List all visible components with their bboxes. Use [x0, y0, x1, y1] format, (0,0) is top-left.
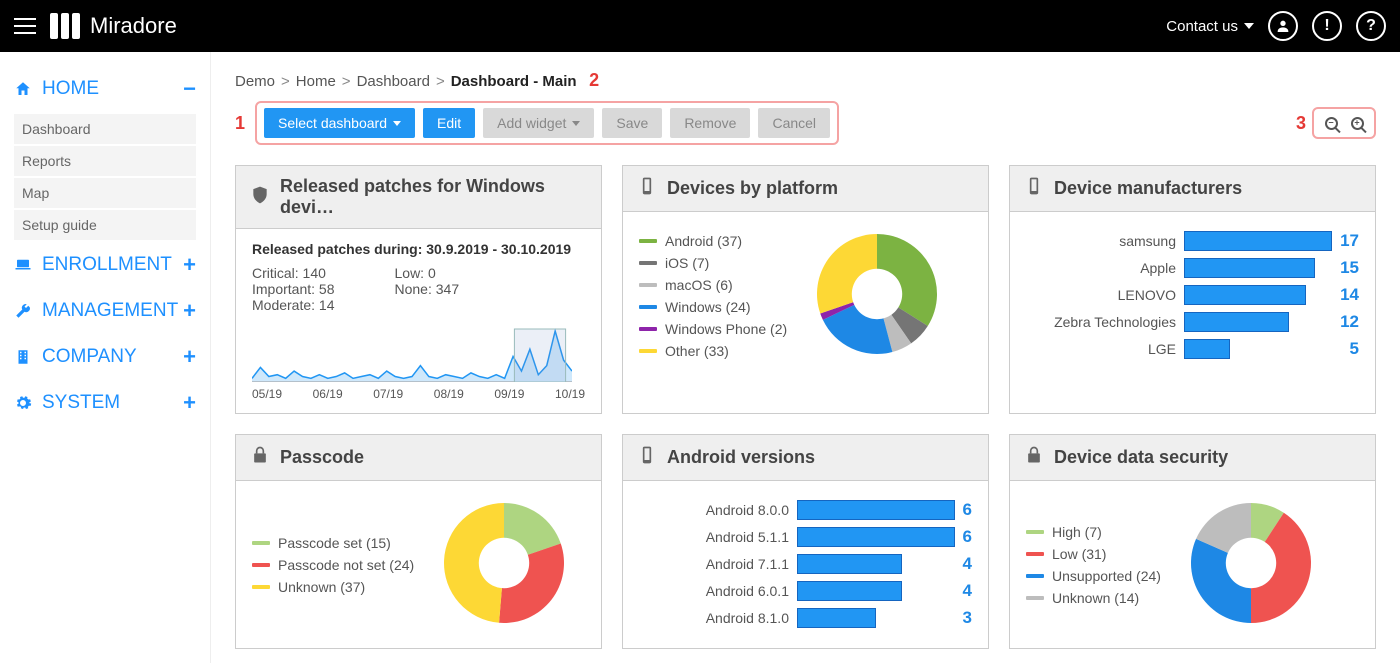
legend-item: iOS (7) — [639, 252, 787, 274]
zoom-controls: − + — [1312, 107, 1376, 139]
legend-item: Unknown (37) — [252, 576, 414, 598]
card-title: Device data security — [1054, 447, 1228, 468]
bar-row: Android 5.1.16 — [639, 527, 972, 547]
breadcrumb: Demo>Home>Dashboard>Dashboard - Main 2 — [235, 66, 1376, 101]
alert-icon[interactable]: ! — [1312, 11, 1342, 41]
caret-down-icon — [572, 121, 580, 126]
card-header: Devices by platform — [623, 166, 988, 212]
donut-chart — [434, 493, 574, 636]
lock-icon — [250, 445, 270, 470]
help-icon[interactable]: ? — [1356, 11, 1386, 41]
bar-row: LENOVO14 — [1026, 285, 1359, 305]
card-passcode: Passcode Passcode set (15)Passcode not se… — [235, 434, 602, 649]
card-android: Android versions Android 8.0.06 Android 5.… — [622, 434, 989, 649]
crumb[interactable]: Demo — [235, 73, 275, 90]
contact-dropdown[interactable]: Contact us — [1166, 18, 1254, 35]
crumb[interactable]: Dashboard — [357, 73, 430, 90]
legend-item: Low (31) — [1026, 543, 1161, 565]
card-header: Device data security — [1010, 435, 1375, 481]
brand: Miradore — [50, 13, 177, 39]
nav-item-dashboard[interactable]: Dashboard — [14, 114, 196, 144]
nav-company[interactable]: COMPANY+ — [14, 334, 196, 380]
sidebar: HOME−DashboardReportsMapSetup guideENROL… — [0, 52, 210, 663]
add-widget-button[interactable]: Add widget — [483, 108, 594, 138]
bar-row: Android 8.1.03 — [639, 608, 972, 628]
card-title: Android versions — [667, 447, 815, 468]
phone-icon — [637, 445, 657, 470]
bar-row: Android 8.0.06 — [639, 500, 972, 520]
main-content: Demo>Home>Dashboard>Dashboard - Main 2 1… — [210, 52, 1400, 663]
brand-text: Miradore — [90, 13, 177, 39]
select-dashboard-button[interactable]: Select dashboard — [264, 108, 415, 138]
cancel-button[interactable]: Cancel — [758, 108, 830, 138]
nav-item-reports[interactable]: Reports — [14, 146, 196, 176]
dashboard-toolbar: Select dashboard Edit Add widget Save Re… — [255, 101, 839, 145]
card-security: Device data security High (7)Low (31)Unsu… — [1009, 434, 1376, 649]
annotation-1: 1 — [235, 113, 245, 134]
card-manufacturers: Device manufacturers samsung17 Apple15 LENO… — [1009, 165, 1376, 414]
bar-row: Apple15 — [1026, 258, 1359, 278]
annotation-3: 3 — [1296, 113, 1306, 134]
legend-item: High (7) — [1026, 521, 1161, 543]
zoom-in-button[interactable]: + — [1346, 112, 1368, 134]
card-platform: Devices by platform Android (37)iOS (7)ma… — [622, 165, 989, 414]
legend-item: Windows (24) — [639, 296, 787, 318]
phone-icon — [1024, 176, 1044, 201]
edit-button[interactable]: Edit — [423, 108, 475, 138]
phone-icon — [637, 176, 657, 201]
nav-item-setup-guide[interactable]: Setup guide — [14, 210, 196, 240]
legend-item: Passcode set (15) — [252, 532, 414, 554]
bar-row: samsung17 — [1026, 231, 1359, 251]
card-title: Passcode — [280, 447, 364, 468]
nav-item-map[interactable]: Map — [14, 178, 196, 208]
lock-icon — [1024, 445, 1044, 470]
card-title: Devices by platform — [667, 178, 838, 199]
caret-down-icon — [1244, 23, 1254, 29]
card-header: Released patches for Windows devi… — [236, 166, 601, 229]
donut-chart — [1181, 493, 1321, 636]
caret-down-icon — [393, 121, 401, 126]
donut-chart — [807, 224, 947, 367]
card-title: Device manufacturers — [1054, 178, 1242, 199]
save-button[interactable]: Save — [602, 108, 662, 138]
remove-button[interactable]: Remove — [670, 108, 750, 138]
topbar: Miradore Contact us ! ? — [0, 0, 1400, 52]
legend-item: Unsupported (24) — [1026, 565, 1161, 587]
legend-item: Passcode not set (24) — [252, 554, 414, 576]
legend-item: Unknown (14) — [1026, 587, 1161, 609]
brand-icon — [50, 13, 80, 39]
card-header: Passcode — [236, 435, 601, 481]
shield-icon — [250, 185, 270, 210]
bar-row: Zebra Technologies12 — [1026, 312, 1359, 332]
card-header: Device manufacturers — [1010, 166, 1375, 212]
card-title: Released patches for Windows devi… — [280, 176, 587, 218]
zoom-out-button[interactable]: − — [1320, 112, 1342, 134]
nav-enrollment[interactable]: ENROLLMENT+ — [14, 242, 196, 288]
annotation-2: 2 — [589, 70, 599, 90]
legend-item: macOS (6) — [639, 274, 787, 296]
nav-home[interactable]: HOME− — [14, 66, 196, 112]
menu-toggle[interactable] — [14, 18, 36, 34]
legend-item: Other (33) — [639, 340, 787, 362]
contact-label: Contact us — [1166, 18, 1238, 35]
crumb[interactable]: Home — [296, 73, 336, 90]
card-header: Android versions — [623, 435, 988, 481]
bar-row: LGE5 — [1026, 339, 1359, 359]
legend-item: Android (37) — [639, 230, 787, 252]
legend-item: Windows Phone (2) — [639, 318, 787, 340]
crumb: Dashboard - Main — [451, 73, 577, 90]
user-icon[interactable] — [1268, 11, 1298, 41]
bar-row: Android 7.1.14 — [639, 554, 972, 574]
card-patches: Released patches for Windows devi…Releas… — [235, 165, 602, 414]
nav-management[interactable]: MANAGEMENT+ — [14, 288, 196, 334]
nav-system[interactable]: SYSTEM+ — [14, 380, 196, 426]
bar-row: Android 6.0.14 — [639, 581, 972, 601]
